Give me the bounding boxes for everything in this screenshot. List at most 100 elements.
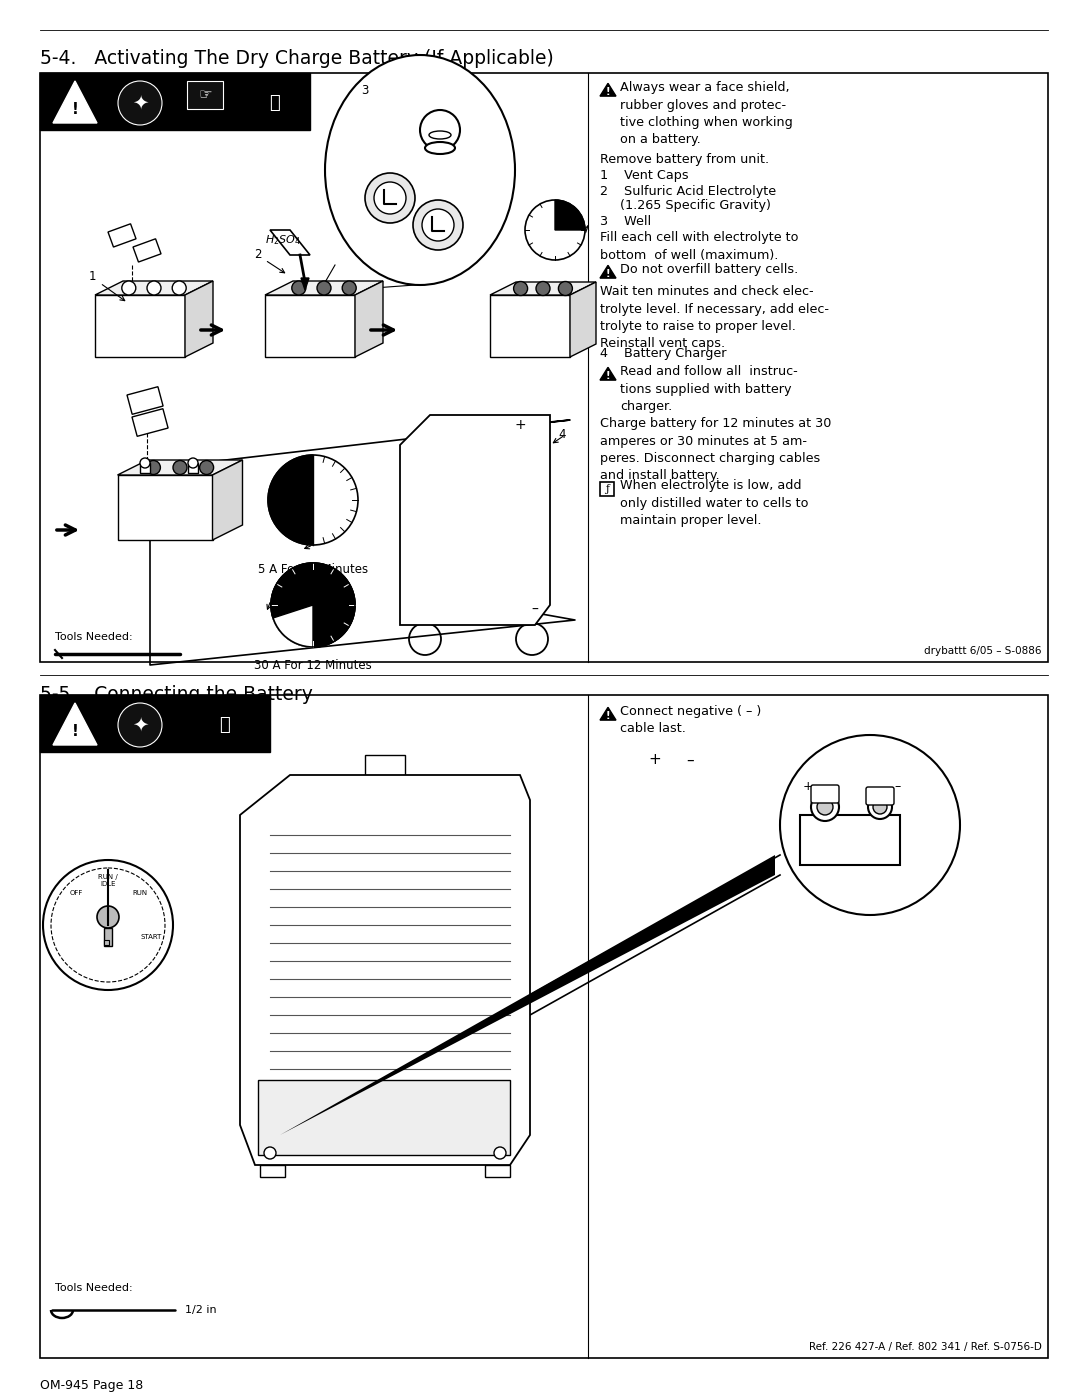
Circle shape	[140, 458, 150, 468]
Circle shape	[118, 703, 162, 747]
Polygon shape	[95, 295, 185, 358]
Bar	[140, 462, 150, 474]
Circle shape	[43, 861, 173, 990]
Polygon shape	[265, 281, 383, 295]
Text: ƒ: ƒ	[605, 483, 609, 495]
Circle shape	[427, 527, 443, 543]
FancyBboxPatch shape	[811, 785, 839, 803]
Circle shape	[97, 907, 119, 928]
Ellipse shape	[429, 131, 451, 138]
Bar	[187, 81, 222, 109]
Text: 30 A For 12 Minutes: 30 A For 12 Minutes	[254, 659, 372, 672]
Polygon shape	[118, 475, 213, 541]
Circle shape	[264, 1147, 276, 1160]
Bar	[104, 928, 112, 946]
Circle shape	[525, 200, 585, 260]
Circle shape	[118, 81, 162, 124]
Polygon shape	[301, 278, 309, 291]
Circle shape	[410, 527, 426, 543]
Text: –: –	[531, 604, 539, 617]
Text: 2: 2	[254, 249, 261, 261]
Text: OM-945 Page 18: OM-945 Page 18	[40, 1379, 144, 1391]
Text: Fill each cell with electrolyte to
bottom  of well (maximum).: Fill each cell with electrolyte to botto…	[600, 231, 798, 261]
Text: When electrolyte is low, add
only distilled water to cells to
maintain proper le: When electrolyte is low, add only distil…	[620, 479, 809, 527]
Bar	[127, 387, 163, 415]
Bar	[800, 814, 900, 865]
Polygon shape	[600, 367, 616, 380]
Text: RUN /
IDLE: RUN / IDLE	[98, 873, 118, 887]
Bar	[132, 409, 168, 436]
Text: OR: OR	[305, 577, 322, 590]
Circle shape	[122, 281, 136, 295]
Bar	[40, 73, 310, 130]
Bar	[40, 694, 1048, 1358]
Circle shape	[413, 200, 463, 250]
Polygon shape	[213, 460, 243, 541]
Text: !: !	[606, 268, 610, 278]
Text: !: !	[71, 102, 79, 116]
Text: 4    Battery Charger: 4 Battery Charger	[600, 346, 727, 360]
Text: ✦: ✦	[132, 94, 148, 113]
Polygon shape	[490, 295, 570, 358]
Text: Tools Needed:: Tools Needed:	[55, 1282, 133, 1294]
Text: START: START	[140, 933, 162, 940]
Bar	[410, 455, 450, 490]
Polygon shape	[240, 775, 530, 1165]
Polygon shape	[490, 282, 596, 295]
Bar	[108, 224, 136, 247]
Polygon shape	[400, 415, 550, 624]
Circle shape	[516, 623, 548, 655]
Circle shape	[558, 282, 572, 296]
Text: 1    Vent Caps: 1 Vent Caps	[600, 169, 689, 182]
Text: !: !	[71, 724, 79, 739]
Text: RUN: RUN	[132, 890, 147, 897]
Bar	[40, 73, 1048, 662]
Circle shape	[268, 455, 357, 545]
Text: Charge battery for 12 minutes at 30
amperes or 30 minutes at 5 am-
peres. Discon: Charge battery for 12 minutes at 30 ampe…	[600, 416, 832, 482]
Circle shape	[494, 1147, 507, 1160]
Polygon shape	[600, 84, 616, 96]
Circle shape	[374, 182, 406, 214]
Circle shape	[422, 210, 454, 242]
Circle shape	[200, 461, 214, 475]
Polygon shape	[95, 281, 213, 295]
Circle shape	[292, 281, 306, 295]
Circle shape	[147, 281, 161, 295]
Circle shape	[420, 110, 460, 149]
Text: ☞: ☞	[199, 88, 212, 102]
Text: Tools Needed:: Tools Needed:	[55, 631, 133, 643]
Text: 5 A For 30 Minutes: 5 A For 30 Minutes	[258, 563, 368, 576]
Ellipse shape	[426, 142, 455, 154]
Polygon shape	[270, 231, 310, 256]
Circle shape	[514, 282, 528, 296]
Text: 3    Well: 3 Well	[600, 215, 651, 228]
Text: (1.265 Specific Gravity): (1.265 Specific Gravity)	[600, 198, 771, 212]
Text: –: –	[686, 753, 693, 767]
Text: OFF: OFF	[69, 890, 83, 897]
Text: !: !	[606, 87, 610, 96]
Text: 1: 1	[89, 271, 96, 284]
Text: ✦: ✦	[132, 715, 148, 735]
Text: !: !	[606, 370, 610, 380]
Text: $H_2SO_4$: $H_2SO_4$	[265, 233, 301, 247]
Circle shape	[365, 173, 415, 224]
Bar	[188, 462, 198, 474]
Circle shape	[816, 799, 833, 814]
Bar	[485, 1165, 510, 1178]
Text: 〰: 〰	[219, 717, 230, 733]
Bar	[104, 940, 109, 944]
Circle shape	[868, 795, 892, 819]
FancyBboxPatch shape	[866, 787, 894, 805]
Text: Connect negative ( – )
cable last.: Connect negative ( – ) cable last.	[620, 705, 761, 735]
Text: Ref. 226 427-A / Ref. 802 341 / Ref. S-0756-D: Ref. 226 427-A / Ref. 802 341 / Ref. S-0…	[809, 1343, 1042, 1352]
Circle shape	[536, 282, 550, 296]
Polygon shape	[185, 281, 213, 358]
Circle shape	[873, 800, 887, 814]
Circle shape	[811, 793, 839, 821]
Circle shape	[342, 281, 356, 295]
Polygon shape	[53, 81, 97, 123]
Text: Wait ten minutes and check elec-
trolyte level. If necessary, add elec-
trolyte : Wait ten minutes and check elec- trolyte…	[600, 285, 829, 351]
Text: !: !	[606, 711, 610, 721]
Bar	[410, 497, 445, 525]
Text: 5-4.   Activating The Dry Charge Battery (If Applicable): 5-4. Activating The Dry Charge Battery (…	[40, 49, 554, 67]
